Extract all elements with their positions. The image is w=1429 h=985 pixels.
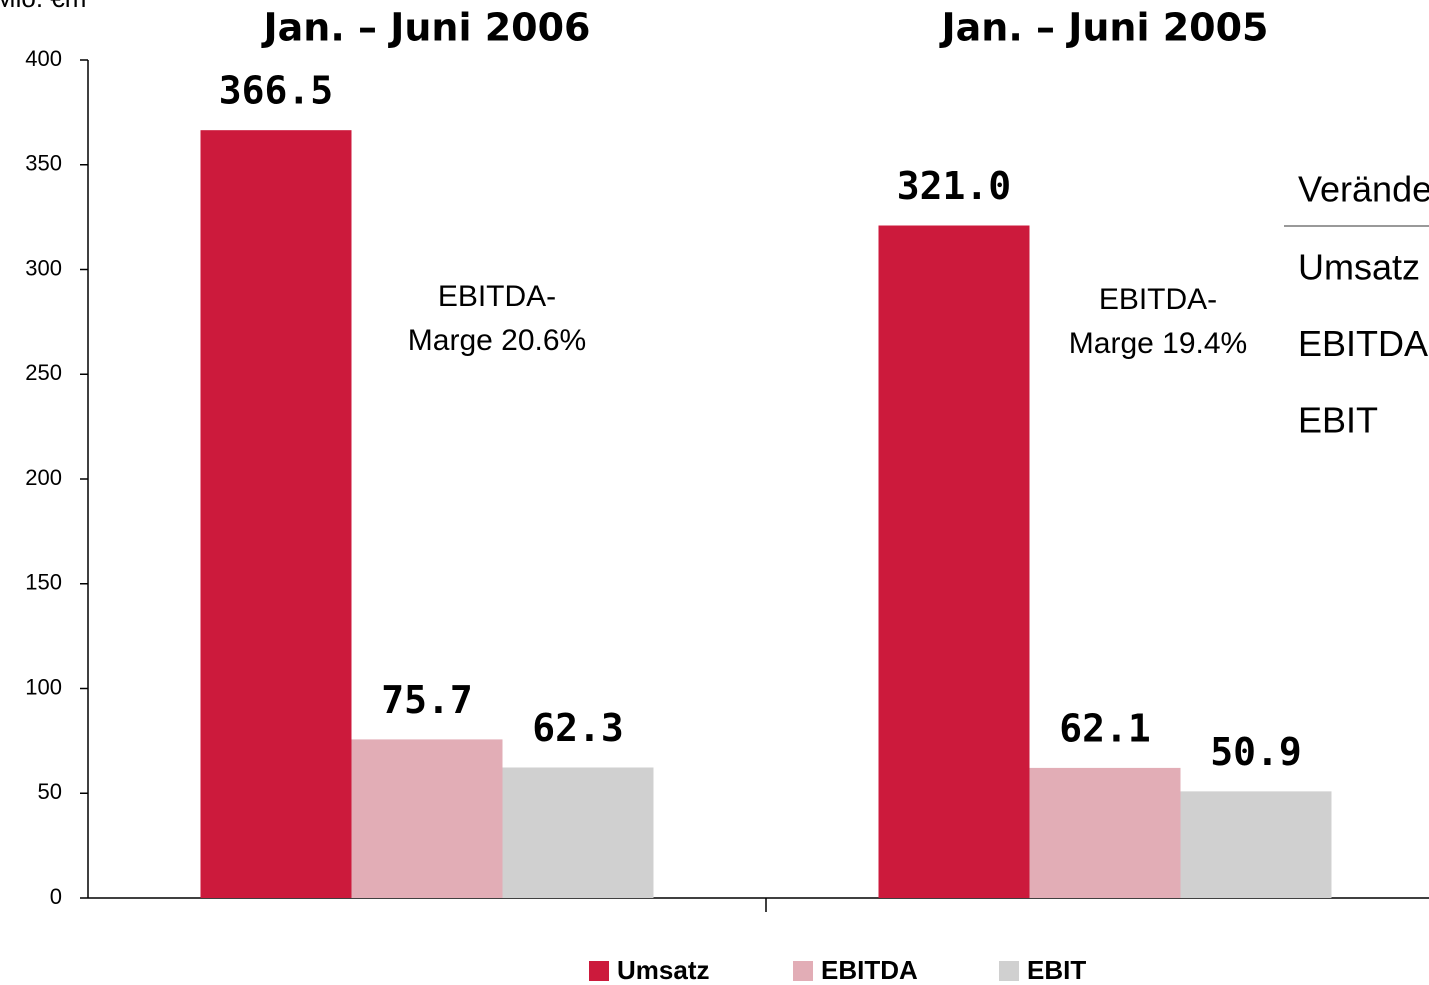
- table-row: EBITDA: [1298, 323, 1428, 364]
- legend-label: Umsatz: [617, 955, 709, 985]
- value-label: 366.5: [219, 69, 333, 113]
- y-tick-label: 0: [50, 884, 62, 909]
- value-label: 62.3: [532, 706, 624, 750]
- category-label: Jan. – Juni 2006: [261, 6, 591, 50]
- legend-swatch: [999, 961, 1019, 981]
- y-tick-label: 50: [38, 779, 62, 804]
- annotation: Marge 20.6%: [408, 324, 586, 357]
- legend-label: EBIT: [1027, 955, 1086, 985]
- annotation: EBITDA-: [438, 280, 556, 313]
- bar: [351, 739, 503, 898]
- y-tick-label: 250: [25, 360, 62, 385]
- y-axis-label: Mio. €m: [0, 0, 86, 13]
- bar: [200, 130, 352, 898]
- y-tick-label: 100: [25, 674, 62, 699]
- y-tick-label: 150: [25, 570, 62, 595]
- y-tick-label: 400: [25, 46, 62, 71]
- value-label: 62.1: [1059, 706, 1151, 750]
- legend-label: EBITDA: [821, 955, 918, 985]
- value-label: 321.0: [897, 164, 1011, 208]
- y-tick-label: 350: [25, 151, 62, 176]
- value-label: 50.9: [1210, 730, 1302, 774]
- bar: [502, 767, 654, 898]
- value-label: 75.7: [381, 678, 473, 722]
- legend-swatch: [589, 961, 609, 981]
- y-tick-label: 300: [25, 255, 62, 280]
- bar: [878, 225, 1030, 898]
- table-header: Veränderung: [1298, 169, 1429, 210]
- y-tick-label: 200: [25, 465, 62, 490]
- annotation: EBITDA-: [1099, 283, 1217, 316]
- bar: [1180, 791, 1332, 898]
- table-row: Umsatz: [1298, 247, 1420, 288]
- category-label: Jan. – Juni 2005: [939, 6, 1269, 50]
- bar: [1029, 767, 1181, 898]
- annotation: Marge 19.4%: [1069, 327, 1247, 360]
- table-row: EBIT: [1298, 400, 1378, 441]
- legend-swatch: [793, 961, 813, 981]
